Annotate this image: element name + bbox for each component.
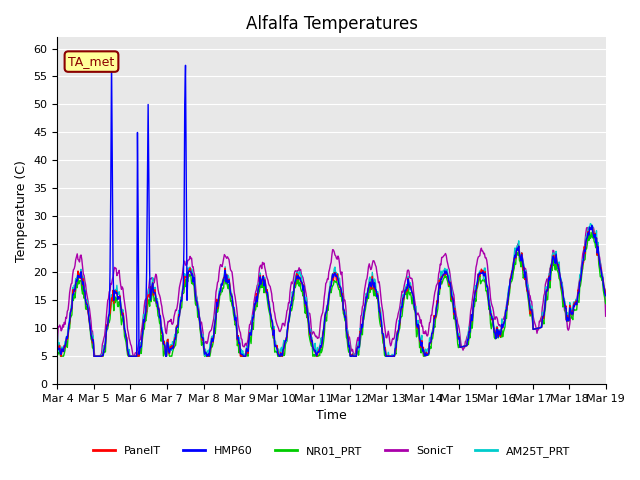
NR01_PRT (177, 308, 184, 314)
Line: HMP60: HMP60 (58, 60, 605, 356)
AM25T_PRT (205, 352, 213, 358)
PanelT (399, 295, 406, 301)
NR01_PRT (602, 301, 609, 307)
AM25T_PRT (63, 334, 71, 339)
Legend: PanelT, HMP60, NR01_PRT, SonicT, AM25T_PRT: PanelT, HMP60, NR01_PRT, SonicT, AM25T_P… (88, 442, 575, 462)
PanelT (602, 292, 609, 298)
Title: Alfalfa Temperatures: Alfalfa Temperatures (246, 15, 417, 33)
HMP60 (416, 336, 424, 341)
AM25T_PRT (586, 221, 594, 227)
Text: TA_met: TA_met (68, 55, 115, 68)
HMP60 (400, 295, 408, 301)
NR01_PRT (121, 334, 129, 339)
NR01_PRT (205, 353, 213, 359)
SonicT (602, 313, 609, 319)
Line: NR01_PRT: NR01_PRT (58, 232, 605, 356)
SonicT (54, 342, 61, 348)
PanelT (177, 304, 184, 310)
SonicT (205, 330, 213, 336)
HMP60 (122, 329, 129, 335)
SonicT (121, 299, 129, 305)
SonicT (63, 308, 71, 314)
NR01_PRT (415, 325, 422, 331)
PanelT (64, 333, 72, 338)
HMP60 (54, 342, 61, 348)
HMP60 (108, 57, 115, 62)
HMP60 (206, 347, 214, 353)
SonicT (91, 353, 99, 359)
AM25T_PRT (121, 323, 129, 329)
HMP60 (90, 353, 98, 359)
AM25T_PRT (90, 353, 98, 359)
Line: AM25T_PRT: AM25T_PRT (58, 224, 605, 356)
HMP60 (602, 293, 609, 299)
Y-axis label: Temperature (C): Temperature (C) (15, 160, 28, 262)
NR01_PRT (54, 352, 61, 358)
PanelT (205, 352, 213, 358)
NR01_PRT (64, 335, 72, 340)
AM25T_PRT (177, 302, 184, 308)
Line: PanelT: PanelT (58, 226, 605, 356)
AM25T_PRT (54, 330, 61, 336)
AM25T_PRT (415, 323, 422, 328)
Line: SonicT: SonicT (58, 228, 605, 356)
PanelT (415, 323, 422, 328)
PanelT (58, 353, 65, 359)
NR01_PRT (56, 353, 64, 359)
HMP60 (63, 336, 71, 341)
AM25T_PRT (602, 288, 609, 294)
AM25T_PRT (399, 292, 406, 298)
SonicT (415, 312, 422, 318)
SonicT (584, 225, 591, 230)
SonicT (177, 281, 184, 287)
HMP60 (177, 298, 185, 303)
SonicT (399, 289, 406, 295)
PanelT (54, 341, 61, 347)
PanelT (588, 223, 596, 229)
NR01_PRT (586, 229, 593, 235)
X-axis label: Time: Time (316, 409, 347, 422)
PanelT (121, 327, 129, 333)
NR01_PRT (399, 305, 406, 311)
